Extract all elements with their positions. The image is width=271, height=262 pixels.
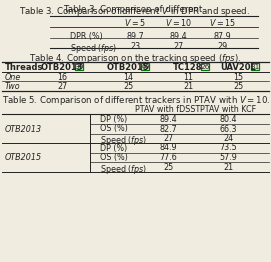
Text: 84.9: 84.9 <box>159 144 177 152</box>
Text: 14: 14 <box>123 73 133 82</box>
Text: 73.5: 73.5 <box>219 144 237 152</box>
Text: 26: 26 <box>200 64 210 70</box>
Bar <box>75 63 83 70</box>
Text: 25: 25 <box>163 162 173 172</box>
Text: 57.9: 57.9 <box>219 153 237 162</box>
Text: 29: 29 <box>217 42 227 51</box>
Bar <box>141 63 149 70</box>
Text: $V = 5$: $V = 5$ <box>124 17 146 28</box>
Text: 21: 21 <box>223 162 233 172</box>
Text: One: One <box>5 73 21 82</box>
Text: 87.9: 87.9 <box>213 32 231 41</box>
Text: 31: 31 <box>250 64 260 70</box>
Bar <box>251 63 259 70</box>
Text: DP (%): DP (%) <box>100 115 127 124</box>
Text: Two: Two <box>5 82 21 91</box>
Text: OTB2015: OTB2015 <box>107 63 149 72</box>
Text: UAV20L: UAV20L <box>220 63 256 72</box>
Text: 80.4: 80.4 <box>219 115 237 124</box>
Text: 25: 25 <box>123 82 133 91</box>
Text: 15: 15 <box>233 73 243 82</box>
Text: $V = 10$: $V = 10$ <box>164 17 191 28</box>
Text: Table 3. Comparison of different: Table 3. Comparison of different <box>64 5 206 14</box>
Text: DPR (%): DPR (%) <box>70 32 103 41</box>
Text: $V = 15$: $V = 15$ <box>209 17 235 28</box>
Text: 82.7: 82.7 <box>159 124 177 134</box>
Text: 89.4: 89.4 <box>169 32 187 41</box>
Text: OTB2013: OTB2013 <box>41 63 83 72</box>
Text: Table 4. Comparison on the tracking speed ($fps$).: Table 4. Comparison on the tracking spee… <box>29 52 241 65</box>
Text: 89.7: 89.7 <box>126 32 144 41</box>
Text: PTAV with KCF: PTAV with KCF <box>200 105 256 114</box>
Text: Speed ($fps$): Speed ($fps$) <box>100 134 147 147</box>
Text: OTB2015: OTB2015 <box>5 153 42 162</box>
Text: 66.3: 66.3 <box>219 124 237 134</box>
Text: 27: 27 <box>163 134 173 143</box>
Bar <box>201 63 209 70</box>
Text: 23: 23 <box>130 42 140 51</box>
Text: 16: 16 <box>57 73 67 82</box>
Text: 27: 27 <box>173 42 183 51</box>
Text: OS (%): OS (%) <box>100 153 128 162</box>
Text: TC128: TC128 <box>173 63 203 72</box>
Text: PTAV with fDSST: PTAV with fDSST <box>136 105 201 114</box>
Text: 11: 11 <box>183 73 193 82</box>
Text: 21: 21 <box>183 82 193 91</box>
Text: 24: 24 <box>223 134 233 143</box>
Text: Speed ($fps$): Speed ($fps$) <box>100 162 147 176</box>
Text: 27: 27 <box>57 82 67 91</box>
Text: 39: 39 <box>74 64 84 70</box>
Text: Speed ($fps$): Speed ($fps$) <box>70 42 117 55</box>
Text: 40: 40 <box>140 64 150 70</box>
Text: DP (%): DP (%) <box>100 144 127 152</box>
Text: 25: 25 <box>233 82 243 91</box>
Text: OS (%): OS (%) <box>100 124 128 134</box>
Text: 77.6: 77.6 <box>159 153 177 162</box>
Text: 89.4: 89.4 <box>159 115 177 124</box>
Text: OTB2013: OTB2013 <box>5 125 42 134</box>
Text: Table 5. Comparison of different trackers in PTAV with $V = 10$.: Table 5. Comparison of different tracker… <box>2 94 270 107</box>
Text: Table 3. Comparison of different $V$ in DPR and speed.: Table 3. Comparison of different $V$ in … <box>20 5 251 18</box>
Text: Threads: Threads <box>5 63 43 72</box>
